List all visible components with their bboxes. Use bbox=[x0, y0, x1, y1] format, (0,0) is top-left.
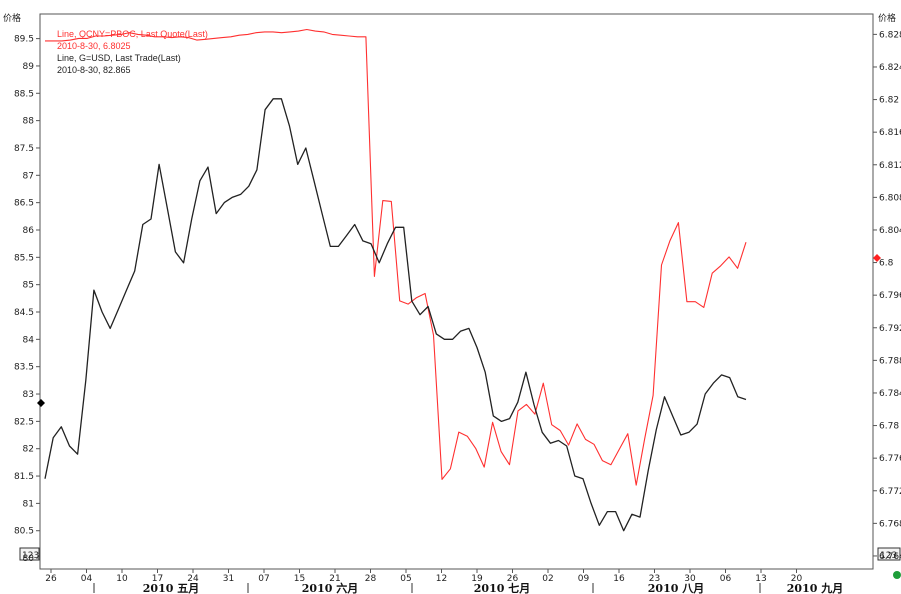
y-right-tick-label: 6.816 bbox=[879, 128, 901, 138]
x-tick-label: 07 bbox=[258, 574, 269, 584]
x-tick-label: 23 bbox=[649, 574, 660, 584]
x-tick-label: 06 bbox=[720, 574, 732, 584]
y-left-tick-label: 86.5 bbox=[14, 199, 34, 209]
month-label: 2010 五月 bbox=[143, 582, 199, 594]
legend: Line, QCNY=PBOC, Last Quote(Last) 2010-8… bbox=[57, 29, 208, 75]
series-line-qcny-pboc bbox=[45, 28, 747, 486]
x-tick-label: 10 bbox=[116, 574, 128, 584]
x-tick-label: 20 bbox=[791, 574, 803, 584]
series-layer bbox=[44, 28, 747, 532]
y-left-tick-label: 82.5 bbox=[14, 417, 34, 427]
y-right-tick-label: 6.772 bbox=[879, 487, 901, 497]
x-tick-label: 15 bbox=[294, 574, 305, 584]
y-left-tick-label: 83.5 bbox=[14, 363, 34, 373]
right-badge[interactable]: 123 bbox=[880, 551, 897, 561]
left-value-marker bbox=[37, 399, 45, 407]
y-right-tick-label: 6.824 bbox=[879, 63, 901, 73]
y-left-tick-label: 83 bbox=[23, 390, 34, 400]
y-axis-right: 6.764 6.768 6.772 6.776 6.78 6.784 6.788 6.792 6… bbox=[873, 30, 901, 562]
y-left-tick-label: 86 bbox=[23, 226, 35, 236]
y-left-tick-label: 81 bbox=[23, 499, 34, 509]
legend-entry-4: 2010-8-30, 82.865 bbox=[57, 65, 131, 75]
plot-area bbox=[39, 13, 874, 570]
y-left-tick-label: 85.5 bbox=[14, 253, 34, 263]
y-right-tick-label: 6.8 bbox=[879, 259, 894, 269]
y-left-tick-label: 84 bbox=[23, 335, 35, 345]
status-dot bbox=[893, 571, 901, 579]
right-badge-box bbox=[877, 547, 901, 561]
x-tick-label: 02 bbox=[542, 574, 553, 584]
y-axis-left: 80 80.5 81 81.5 82 82.5 83 83.5 84 84.5 85 85.5 86 86… bbox=[14, 35, 40, 564]
right-value-marker bbox=[873, 254, 881, 262]
x-tick-label: 04 bbox=[81, 574, 93, 584]
x-tick-label: 30 bbox=[684, 574, 696, 584]
right-axis-title: 价格 bbox=[878, 12, 896, 24]
x-tick-label: 09 bbox=[578, 574, 590, 584]
month-label: 2010 六月 bbox=[302, 581, 358, 594]
y-left-tick-label: 89 bbox=[23, 62, 35, 72]
x-tick-label: 12 bbox=[436, 574, 447, 584]
x-tick-label: 16 bbox=[613, 574, 625, 584]
left-badge[interactable]: 123 bbox=[22, 551, 39, 561]
y-left-tick-label: 82 bbox=[23, 445, 34, 455]
x-tick-label: 26 bbox=[507, 574, 519, 584]
y-left-tick-label: 80.5 bbox=[14, 527, 34, 537]
month-label: 2010 七月 bbox=[474, 581, 530, 594]
legend-entry-3: Line, G=USD, Last Trade(Last) bbox=[57, 53, 181, 63]
y-left-tick-label: 84.5 bbox=[14, 308, 34, 318]
y-right-tick-label: 6.82 bbox=[879, 96, 899, 106]
x-tick-label: 28 bbox=[365, 574, 377, 584]
x-axis: 26 04 10 17 24 31 07 15 21 28 05 12 19 26 02 09 16 23 30 06… bbox=[45, 569, 843, 594]
y-left-tick-label: 88.5 bbox=[14, 89, 34, 99]
x-tick-label: 26 bbox=[45, 574, 57, 584]
series-line-g-usd bbox=[44, 98, 747, 532]
y-right-tick-label: 6.788 bbox=[879, 356, 901, 366]
y-right-tick-label: 6.78 bbox=[879, 422, 899, 432]
month-label: 2010 九月 bbox=[787, 581, 843, 594]
y-right-tick-label: 6.796 bbox=[879, 291, 901, 301]
legend-entry-2: 2010-8-30, 6.8025 bbox=[57, 41, 131, 51]
y-right-tick-label: 6.828 bbox=[879, 30, 901, 40]
y-right-tick-label: 6.792 bbox=[879, 324, 901, 334]
y-left-tick-label: 87.5 bbox=[14, 144, 34, 154]
left-axis-title: 价格 bbox=[3, 12, 21, 24]
y-right-tick-label: 6.764 bbox=[879, 552, 901, 562]
y-left-tick-label: 88 bbox=[23, 117, 35, 127]
x-tick-label: 31 bbox=[223, 574, 234, 584]
x-tick-label: 24 bbox=[187, 574, 199, 584]
x-tick-label: 17 bbox=[152, 574, 163, 584]
y-right-tick-label: 6.804 bbox=[879, 226, 901, 236]
y-right-tick-label: 6.768 bbox=[879, 519, 901, 529]
y-right-tick-label: 6.776 bbox=[879, 454, 901, 464]
y-right-tick-label: 6.784 bbox=[879, 389, 901, 399]
y-left-tick-label: 81.5 bbox=[14, 472, 34, 482]
y-left-tick-label: 87 bbox=[23, 171, 34, 181]
x-tick-label: 13 bbox=[755, 574, 766, 584]
y-left-tick-label: 85 bbox=[23, 281, 34, 291]
x-tick-label: 19 bbox=[471, 574, 483, 584]
y-left-tick-label: 80 bbox=[23, 554, 35, 564]
x-tick-label: 21 bbox=[329, 574, 340, 584]
y-left-tick-label: 89.5 bbox=[14, 35, 34, 45]
x-tick-label: 05 bbox=[400, 574, 411, 584]
month-label: 2010 八月 bbox=[648, 582, 704, 594]
y-right-tick-label: 6.808 bbox=[879, 193, 901, 203]
legend-entry-1: Line, QCNY=PBOC, Last Quote(Last) bbox=[57, 29, 208, 39]
y-right-tick-label: 6.812 bbox=[879, 161, 901, 171]
left-badge-box bbox=[19, 547, 40, 561]
